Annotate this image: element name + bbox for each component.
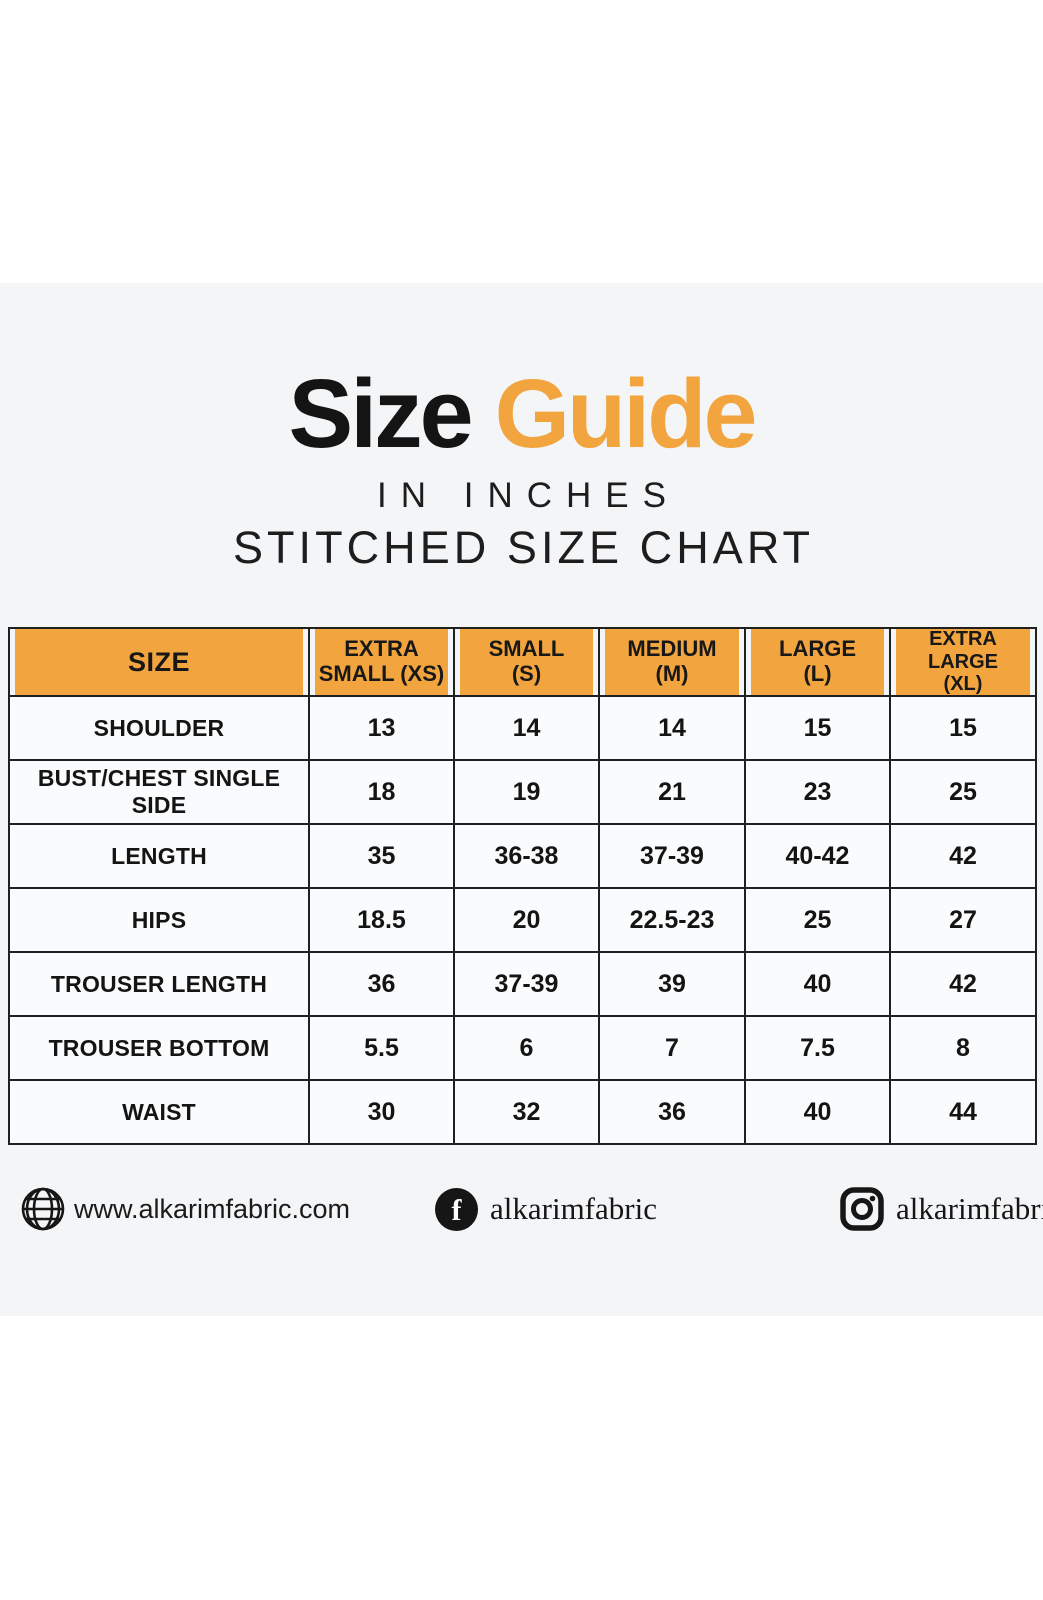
cell-value: 36-38 <box>453 823 600 889</box>
cell-value: 14 <box>598 695 746 761</box>
cell-value: 23 <box>744 759 891 825</box>
cell-value: 15 <box>889 695 1037 761</box>
cell-value: 13 <box>308 695 455 761</box>
title-word-size: Size <box>288 359 474 468</box>
row-label: LENGTH <box>8 823 310 889</box>
size-chart-table: SIZE EXTRA SMALL (XS) SMALL (S) MEDIUM (M) … <box>8 627 1037 1145</box>
cell-value: 36 <box>598 1079 746 1145</box>
cell-value: 6 <box>453 1015 600 1081</box>
cell-value: 42 <box>889 823 1037 889</box>
row-label: TROUSER LENGTH <box>8 951 310 1017</box>
cell-value: 32 <box>453 1079 600 1145</box>
cell-value: 27 <box>889 887 1037 953</box>
row-label: SHOULDER <box>8 695 310 761</box>
cell-value: 7.5 <box>744 1015 891 1081</box>
row-label: BUST/CHEST SINGLE SIDE <box>8 759 310 825</box>
table-row-waist: WAIST 30 32 36 40 44 <box>8 1079 1037 1145</box>
title-block: Size Guide IN INCHES STITCHED SIZE CHART <box>0 283 1043 574</box>
facebook-icon: f <box>435 1187 478 1231</box>
facebook-text: alkarimfabric <box>490 1191 657 1226</box>
column-header-l: LARGE (L) <box>751 629 884 695</box>
cell-value: 44 <box>889 1079 1037 1145</box>
cell-value: 22.5-23 <box>598 887 746 953</box>
table-row-trouser-bottom: TROUSER BOTTOM 5.5 6 7 7.5 8 <box>8 1015 1037 1081</box>
column-header-size: SIZE <box>15 629 303 695</box>
column-header-xs: EXTRA SMALL (XS) <box>315 629 448 695</box>
page-title: Size Guide <box>0 283 1043 462</box>
cell-value: 36 <box>308 951 455 1017</box>
instagram-text: alkarimfabrics <box>896 1191 1043 1226</box>
row-label: TROUSER BOTTOM <box>8 1015 310 1081</box>
footer: www.alkarimfabric.com f alkarimfabric al… <box>0 1182 1043 1236</box>
cell-value: 14 <box>453 695 600 761</box>
facebook-handle: f alkarimfabric <box>435 1182 657 1236</box>
cell-value: 30 <box>308 1079 455 1145</box>
subtitle-in-inches: IN INCHES <box>377 476 680 515</box>
cell-value: 39 <box>598 951 746 1017</box>
row-label: WAIST <box>8 1079 310 1145</box>
column-header-m: MEDIUM (M) <box>605 629 739 695</box>
cell-value: 40 <box>744 1079 891 1145</box>
table-row-hips: HIPS 18.5 20 22.5-23 25 27 <box>8 887 1037 953</box>
website-link: www.alkarimfabric.com <box>20 1182 350 1236</box>
cell-value: 40-42 <box>744 823 891 889</box>
cell-value: 18.5 <box>308 887 455 953</box>
column-header-xl: EXTRA LARGE (XL) <box>896 628 1030 695</box>
cell-value: 37-39 <box>453 951 600 1017</box>
row-label: HIPS <box>8 887 310 953</box>
subtitle-stitched-size-chart: STITCHED SIZE CHART <box>232 522 815 573</box>
table-row-shoulder: SHOULDER 13 14 14 15 15 <box>8 695 1037 761</box>
title-word-guide: Guide <box>494 359 758 468</box>
cell-value: 25 <box>889 759 1037 825</box>
website-text: www.alkarimfabric.com <box>74 1193 351 1224</box>
cell-value: 25 <box>744 887 891 953</box>
cell-value: 5.5 <box>308 1015 455 1081</box>
size-guide-panel: Size Guide IN INCHES STITCHED SIZE CHART… <box>0 283 1043 1316</box>
table-row-length: LENGTH 35 36-38 37-39 40-42 42 <box>8 823 1037 889</box>
table-row-trouser-length: TROUSER LENGTH 36 37-39 39 40 42 <box>8 951 1037 1017</box>
cell-value: 42 <box>889 951 1037 1017</box>
cell-value: 8 <box>889 1015 1037 1081</box>
cell-value: 19 <box>453 759 600 825</box>
cell-value: 20 <box>453 887 600 953</box>
cell-value: 15 <box>744 695 891 761</box>
cell-value: 40 <box>744 951 891 1017</box>
instagram-handle: alkarimfabrics <box>840 1182 1043 1236</box>
cell-value: 35 <box>308 823 455 889</box>
cell-value: 7 <box>598 1015 746 1081</box>
globe-icon <box>20 1186 66 1232</box>
cell-value: 18 <box>308 759 455 825</box>
cell-value: 21 <box>598 759 746 825</box>
cell-value: 37-39 <box>598 823 746 889</box>
instagram-icon <box>840 1187 884 1231</box>
table-row-bust-chest: BUST/CHEST SINGLE SIDE 18 19 21 23 25 <box>8 759 1037 825</box>
column-header-s: SMALL (S) <box>460 629 593 695</box>
header-row: SIZE EXTRA SMALL (XS) SMALL (S) MEDIUM (M) … <box>8 627 1037 697</box>
